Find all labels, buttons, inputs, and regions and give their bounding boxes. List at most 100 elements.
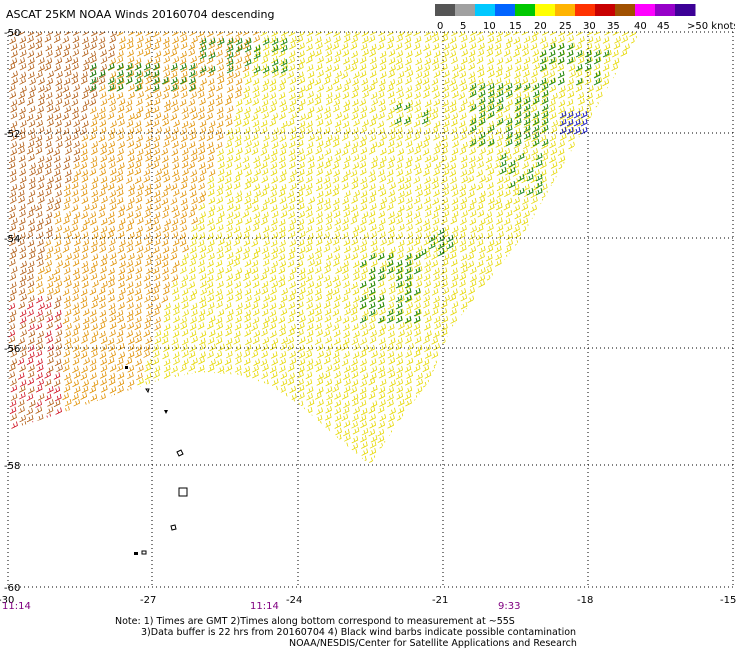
- wind-barb: [278, 266, 286, 275]
- wind-barb: [243, 162, 250, 171]
- wind-barb: [298, 98, 306, 107]
- wind-barb: [91, 189, 98, 198]
- wind-barb: [558, 91, 566, 99]
- wind-barb: [262, 183, 270, 191]
- wind-barb: [234, 456, 242, 465]
- wind-barb: [370, 141, 378, 150]
- wind-barb: [207, 267, 214, 276]
- wind-barb: [281, 32, 288, 37]
- wind-barb: [396, 133, 403, 141]
- wind-barb: [296, 260, 304, 268]
- wind-barb: [200, 287, 207, 296]
- wind-barb: [611, 400, 619, 409]
- wind-barb: [378, 35, 386, 43]
- wind-barb: [252, 223, 260, 232]
- wind-barb: [8, 258, 16, 267]
- wind-barb: [289, 92, 296, 101]
- wind-barb: [621, 35, 628, 44]
- wind-barb: [226, 51, 234, 60]
- wind-barb: [470, 274, 477, 282]
- wind-barb: [446, 234, 454, 243]
- wind-barb: [397, 399, 405, 407]
- wind-barb: [575, 84, 583, 93]
- wind-barb: [612, 154, 619, 163]
- wind-barb: [305, 336, 313, 345]
- wind-barb: [62, 357, 70, 366]
- wind-barb: [287, 190, 295, 199]
- wind-barb: [559, 133, 567, 141]
- wind-barb: [478, 252, 485, 261]
- wind-barb: [324, 266, 331, 274]
- wind-barb: [116, 183, 124, 192]
- wind-barb: [613, 168, 621, 177]
- wind-barb: [198, 162, 206, 170]
- wind-barb: [208, 252, 215, 261]
- wind-barb: [405, 456, 413, 465]
- wind-barb: [361, 372, 369, 380]
- wind-barb: [548, 70, 556, 79]
- wind-barb: [573, 118, 581, 127]
- wind-barb: [244, 302, 251, 310]
- wind-barb: [517, 187, 525, 196]
- wind-barb: [469, 113, 477, 122]
- wind-barb: [128, 183, 135, 192]
- wind-barb: [91, 147, 98, 155]
- wind-barb: [100, 147, 107, 156]
- wind-barb: [89, 106, 97, 114]
- wind-barb: [622, 357, 629, 366]
- wind-barb: [378, 329, 385, 337]
- wind-barb: [190, 148, 198, 156]
- wind-barb: [55, 442, 63, 451]
- wind-barb: [595, 204, 603, 212]
- wind-barb: [118, 98, 126, 106]
- wind-barb: [613, 183, 620, 191]
- wind-barb: [208, 224, 216, 232]
- wind-barb: [63, 441, 71, 449]
- wind-barb: [235, 85, 242, 93]
- wind-barb: [461, 351, 468, 359]
- wind-barb: [299, 421, 306, 430]
- wind-barb: [334, 344, 342, 352]
- wind-barb: [109, 427, 117, 435]
- wind-barb: [36, 358, 43, 366]
- wind-barb: [81, 196, 89, 205]
- wind-barb: [469, 406, 477, 414]
- wind-barb: [198, 357, 205, 365]
- wind-barb: [595, 400, 602, 408]
- wind-barb: [280, 141, 287, 150]
- wind-barb: [333, 253, 341, 261]
- wind-barb: [46, 336, 53, 344]
- wind-barb: [226, 147, 234, 155]
- wind-barb: [180, 197, 188, 206]
- wind-barb: [315, 133, 323, 142]
- wind-barb: [181, 295, 188, 304]
- wind-barb: [593, 260, 601, 269]
- wind-barb: [433, 280, 441, 289]
- wind-barb: [521, 301, 529, 309]
- wind-barb: [287, 259, 295, 268]
- wind-barb: [641, 190, 647, 197]
- wind-barb: [503, 49, 511, 57]
- wind-barb: [73, 231, 80, 240]
- wind-barb: [10, 120, 18, 129]
- wind-barb: [53, 421, 61, 429]
- wind-barb: [421, 109, 429, 118]
- wind-barb: [254, 455, 261, 463]
- wind-barb: [305, 36, 313, 44]
- wind-barb: [622, 266, 629, 274]
- wind-barb: [307, 253, 314, 261]
- wind-barb: [252, 78, 260, 86]
- wind-barb: [352, 78, 359, 86]
- wind-barb: [639, 323, 640, 332]
- wind-barb: [144, 210, 151, 218]
- wind-barb: [199, 330, 207, 338]
- wind-barb: [189, 323, 197, 331]
- wind-barb: [377, 406, 385, 414]
- wind-barb: [99, 449, 106, 457]
- wind-barb: [89, 358, 97, 366]
- wind-barb: [91, 330, 99, 338]
- wind-barb: [404, 161, 412, 169]
- wind-barb: [18, 301, 26, 310]
- wind-barb: [343, 35, 351, 43]
- wind-barb: [315, 32, 322, 36]
